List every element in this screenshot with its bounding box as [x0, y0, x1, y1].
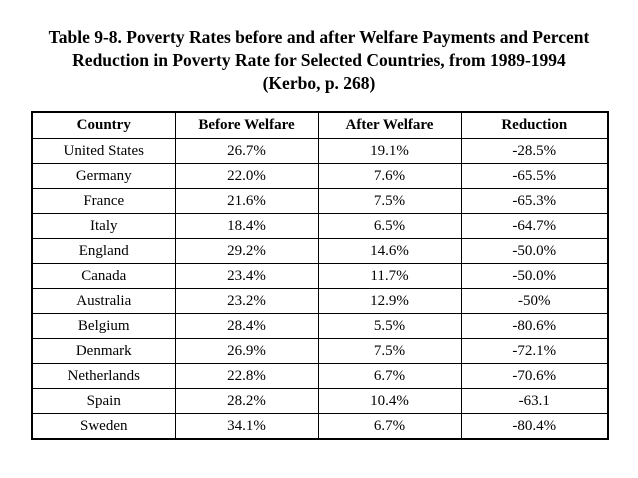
cell-before-welfare: 22.8% [174, 363, 319, 389]
cell-after-welfare: 10.4% [317, 388, 462, 414]
cell-before-welfare: 22.0% [174, 163, 319, 189]
cell-before-welfare: 28.2% [174, 388, 319, 414]
cell-reduction: -80.6% [460, 313, 609, 339]
cell-before-welfare: 34.1% [174, 413, 319, 440]
cell-country: France [31, 188, 176, 214]
cell-after-welfare: 7.5% [317, 338, 462, 364]
table-row: Spain 28.2% 10.4% -63.1 [31, 388, 609, 414]
cell-after-welfare: 5.5% [317, 313, 462, 339]
cell-before-welfare: 26.7% [174, 138, 319, 164]
table-row: Belgium 28.4% 5.5% -80.6% [31, 313, 609, 339]
cell-reduction: -65.5% [460, 163, 609, 189]
cell-before-welfare: 18.4% [174, 213, 319, 239]
header-reduction: Reduction [460, 111, 609, 139]
cell-reduction: -63.1 [460, 388, 609, 414]
cell-before-welfare: 29.2% [174, 238, 319, 264]
cell-after-welfare: 11.7% [317, 263, 462, 289]
cell-reduction: -72.1% [460, 338, 609, 364]
cell-before-welfare: 23.4% [174, 263, 319, 289]
cell-before-welfare: 21.6% [174, 188, 319, 214]
cell-country: Spain [31, 388, 176, 414]
caption-line-1: Table 9-8. Poverty Rates before and afte… [48, 27, 590, 47]
table-row: Sweden 34.1% 6.7% -80.4% [31, 413, 609, 440]
cell-country: United States [31, 138, 176, 164]
cell-reduction: -80.4% [460, 413, 609, 440]
table-row: Canada 23.4% 11.7% -50.0% [31, 263, 609, 289]
cell-before-welfare: 28.4% [174, 313, 319, 339]
cell-before-welfare: 26.9% [174, 338, 319, 364]
table-row: England 29.2% 14.6% -50.0% [31, 238, 609, 264]
cell-after-welfare: 6.7% [317, 413, 462, 440]
cell-country: Denmark [31, 338, 176, 364]
cell-reduction: -50% [460, 288, 609, 314]
cell-after-welfare: 7.5% [317, 188, 462, 214]
cell-country: Belgium [31, 313, 176, 339]
caption-line-3: (Kerbo, p. 268) [262, 73, 376, 93]
cell-country: Australia [31, 288, 176, 314]
header-country: Country [31, 111, 176, 139]
cell-country: Netherlands [31, 363, 176, 389]
cell-reduction: -70.6% [460, 363, 609, 389]
table-row: Australia 23.2% 12.9% -50% [31, 288, 609, 314]
header-after-welfare: After Welfare [317, 111, 462, 139]
cell-before-welfare: 23.2% [174, 288, 319, 314]
poverty-rates-table: Country Before Welfare After Welfare Red… [31, 111, 609, 440]
cell-country: Sweden [31, 413, 176, 440]
table-row: France 21.6% 7.5% -65.3% [31, 188, 609, 214]
cell-after-welfare: 19.1% [317, 138, 462, 164]
cell-after-welfare: 6.5% [317, 213, 462, 239]
cell-reduction: -64.7% [460, 213, 609, 239]
cell-reduction: -65.3% [460, 188, 609, 214]
header-row: Country Before Welfare After Welfare Red… [31, 111, 609, 139]
table-row: Italy 18.4% 6.5% -64.7% [31, 213, 609, 239]
cell-after-welfare: 14.6% [317, 238, 462, 264]
cell-country: England [31, 238, 176, 264]
cell-reduction: -50.0% [460, 238, 609, 264]
caption-line-2: Reduction in Poverty Rate for Selected C… [72, 50, 566, 70]
table-row: Denmark 26.9% 7.5% -72.1% [31, 338, 609, 364]
table-row: United States 26.7% 19.1% -28.5% [31, 138, 609, 164]
cell-reduction: -50.0% [460, 263, 609, 289]
table-row: Germany 22.0% 7.6% -65.5% [31, 163, 609, 189]
cell-country: Germany [31, 163, 176, 189]
cell-after-welfare: 7.6% [317, 163, 462, 189]
cell-after-welfare: 12.9% [317, 288, 462, 314]
table-row: Netherlands 22.8% 6.7% -70.6% [31, 363, 609, 389]
cell-country: Italy [31, 213, 176, 239]
cell-reduction: -28.5% [460, 138, 609, 164]
cell-after-welfare: 6.7% [317, 363, 462, 389]
table-caption: Table 9-8. Poverty Rates before and afte… [0, 26, 638, 95]
header-before-welfare: Before Welfare [174, 111, 319, 139]
cell-country: Canada [31, 263, 176, 289]
